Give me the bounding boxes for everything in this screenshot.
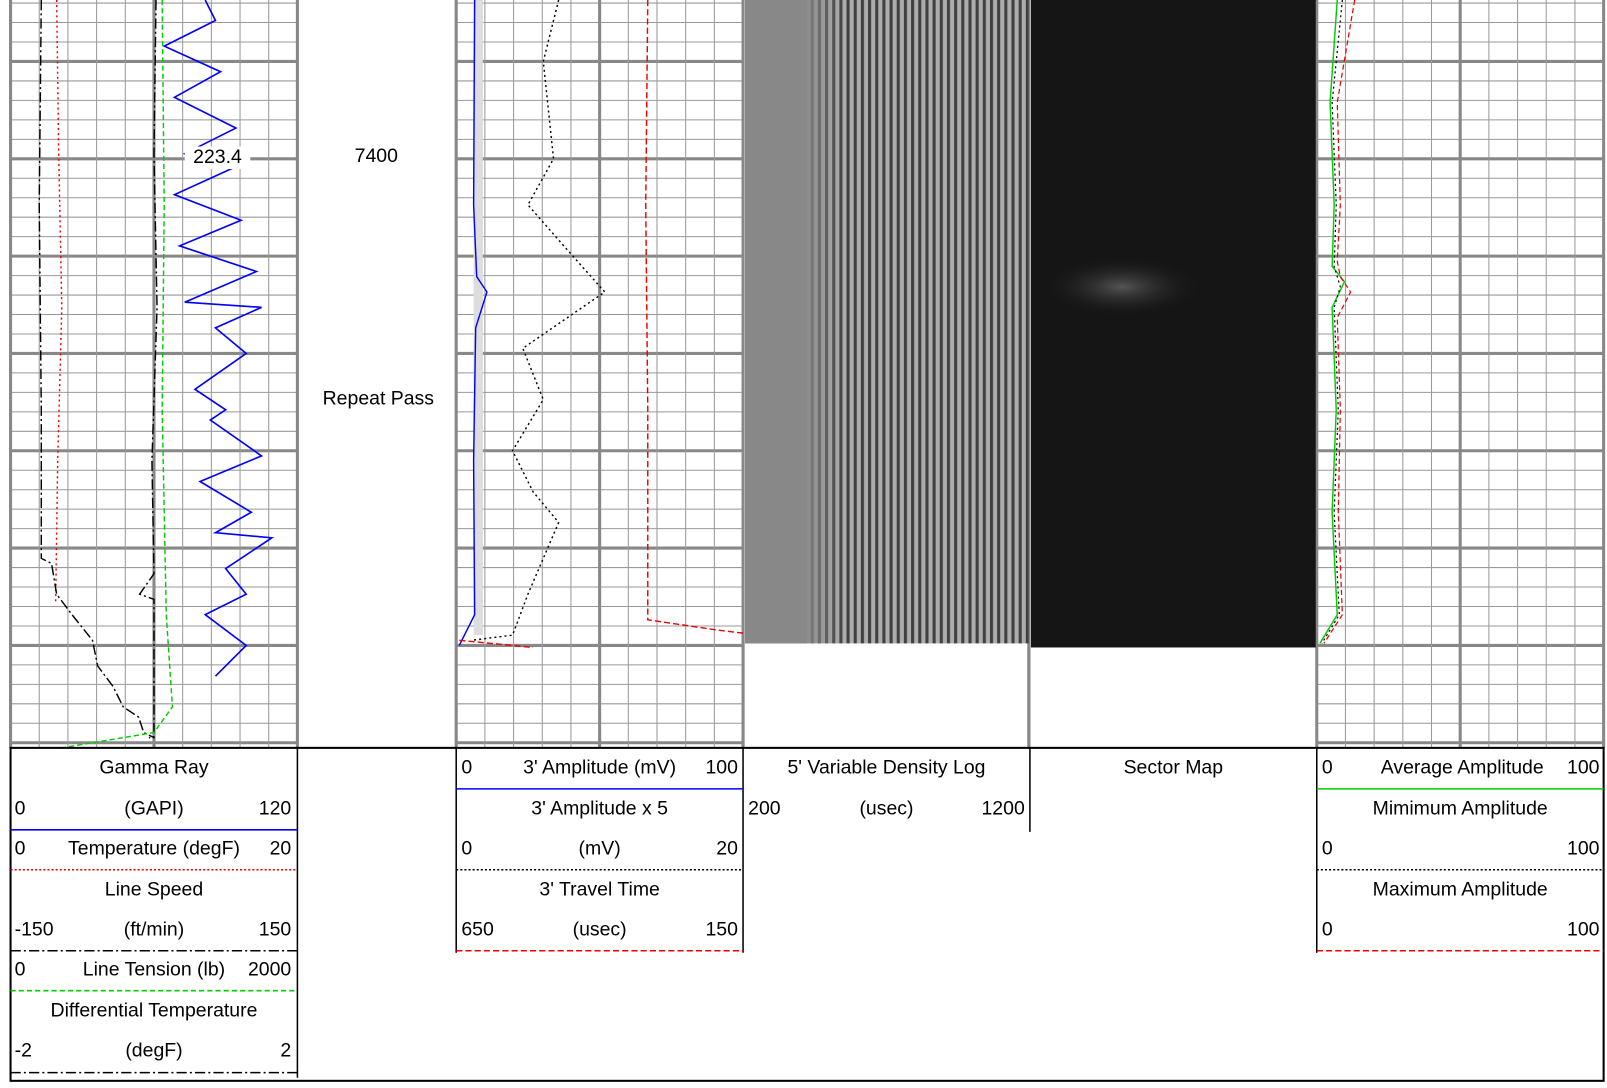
scale-max: 120 (259, 797, 292, 819)
curve-unit: (degF) (125, 1039, 182, 1061)
marker-bg (184, 146, 251, 170)
curve-name: Mimimum Amplitude (1373, 797, 1548, 819)
scale-min: 0 (461, 757, 472, 779)
scale-min: -150 (15, 918, 54, 940)
pass-label: Repeat Pass (323, 388, 435, 410)
scale-min: 650 (461, 918, 494, 940)
scale-min: 0 (15, 797, 26, 819)
curve-name: Maximum Amplitude (1373, 878, 1548, 900)
curve-name: Sector Map (1124, 757, 1223, 779)
vdl-left (745, 0, 807, 644)
depth-marker: 223.4 (193, 146, 242, 168)
sector-map-image (1030, 0, 1316, 648)
scale-min: 0 (15, 837, 26, 859)
depth-label: 7400 (355, 145, 398, 167)
travel-time-curve (645, 0, 744, 634)
scale-max: 150 (705, 918, 738, 940)
travel-time-tail (459, 639, 534, 649)
curve-name: Temperature (degF) (68, 837, 240, 859)
scale-min: -2 (15, 1039, 32, 1061)
scale-max: 100 (1567, 837, 1600, 859)
scale-min: 200 (748, 797, 781, 819)
line-speed-curve (138, 0, 158, 739)
curve-name: 5' Variable Density Log (787, 757, 985, 779)
curve-unit: (GAPI) (124, 797, 183, 819)
curve-unit: (ft/min) (124, 918, 185, 940)
curve-unit: (usec) (859, 797, 913, 819)
scale-min: 0 (461, 837, 472, 859)
scale-max: 20 (716, 837, 738, 859)
scale-max: 100 (1567, 757, 1600, 779)
scale-min: 0 (1322, 757, 1333, 779)
header: Gamma Ray 0 (GAPI) 120 0 Temperature (de… (9, 746, 1605, 1082)
scale-max: 100 (705, 757, 738, 779)
scale-min: 0 (1322, 837, 1333, 859)
scale-min: 0 (15, 958, 26, 980)
temperature-curve (54, 0, 63, 605)
curve-name: 3' Amplitude (mV) (523, 757, 676, 779)
amplitude-x5-curve (471, 0, 606, 642)
average-amplitude-curve (1319, 0, 1346, 644)
curve-name: Differential Temperature (51, 999, 258, 1021)
scale-min: 0 (1322, 918, 1333, 940)
grid (9, 0, 1606, 748)
minimum-amplitude-curve (1321, 0, 1343, 644)
maximum-amplitude-curve (1323, 0, 1356, 644)
curve-name: Line Speed (105, 878, 203, 900)
amplitude-curve (458, 0, 488, 646)
curve-name: Average Amplitude (1381, 757, 1544, 779)
curve-unit: (mV) (579, 837, 621, 859)
scale-max: 1200 (982, 797, 1025, 819)
scale-max: 2000 (248, 958, 291, 980)
sector-map-highlight (1040, 256, 1205, 318)
differential-temperature-curve (61, 0, 174, 749)
scale-max: 20 (270, 837, 292, 859)
curve-name: Line Tension (lb) (83, 958, 225, 980)
curve-unit: (usec) (573, 918, 627, 940)
scale-max: 2 (280, 1039, 291, 1061)
curve-name: 3' Travel Time (539, 878, 659, 900)
gamma-ray-curve (162, 0, 275, 677)
scale-max: 150 (259, 918, 292, 940)
curve-name: 3' Amplitude x 5 (531, 797, 668, 819)
scale-max: 100 (1567, 918, 1600, 940)
curve-name: Gamma Ray (99, 757, 208, 779)
